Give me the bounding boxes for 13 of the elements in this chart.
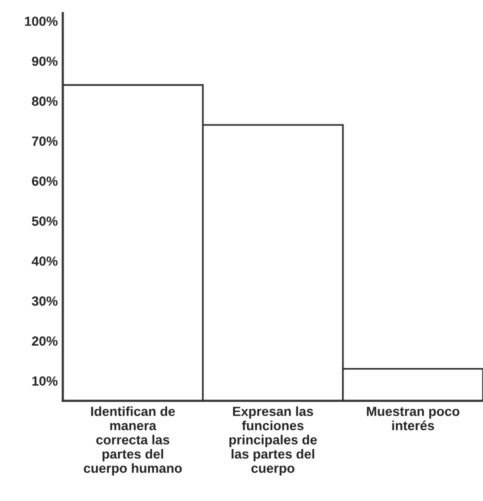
x-tick-label: Expresan las funciones principales de las partes del cuerpo — [229, 406, 317, 476]
y-tick-label: 30% — [32, 296, 58, 306]
y-tick-label: 90% — [32, 56, 58, 66]
y-tick-label: 80% — [32, 96, 58, 106]
y-tick-label: 60% — [32, 176, 58, 186]
x-tick-label: Muestran poco interés — [366, 406, 460, 430]
y-tick-label: 20% — [32, 336, 58, 346]
y-tick-label: 100% — [25, 16, 58, 26]
y-tick-label: 40% — [32, 256, 58, 266]
x-tick-label: Identifican de manera correcta las partes del cuerpo humano — [84, 406, 182, 476]
y-tick-label: 50% — [32, 216, 58, 226]
y-tick-label: 10% — [32, 376, 58, 386]
y-tick-label: 70% — [32, 136, 58, 146]
